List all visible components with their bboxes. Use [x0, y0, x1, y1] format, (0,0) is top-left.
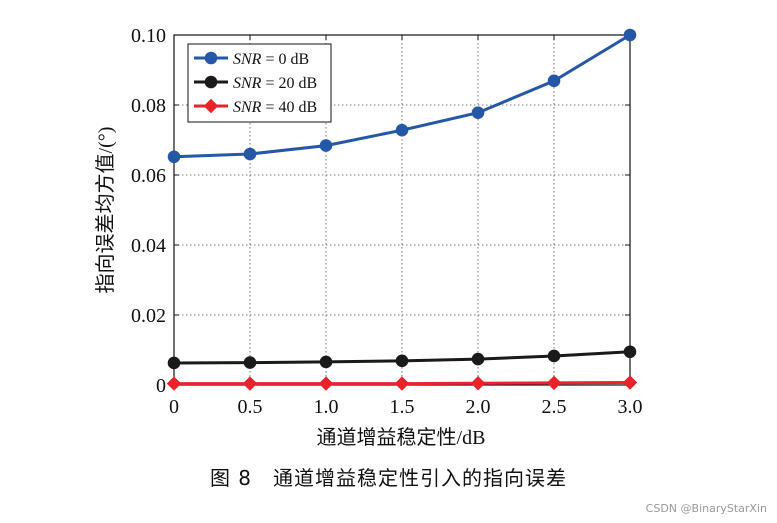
legend-label: SNR = 40 dB — [233, 99, 317, 116]
data-point — [242, 376, 258, 391]
y-tick-label: 0.08 — [131, 95, 166, 117]
data-point — [623, 345, 637, 359]
y-tick-label: 0 — [156, 375, 166, 397]
y-tick-label: 0.04 — [131, 235, 166, 257]
data-point — [395, 354, 409, 368]
y-tick-label: 0.10 — [131, 25, 166, 47]
data-point — [547, 74, 561, 88]
legend-marker — [204, 75, 218, 89]
legend-label-variable: SNR — [233, 75, 262, 92]
data-point — [167, 150, 181, 164]
series-2 — [166, 375, 638, 391]
legend-label: SNR = 20 dB — [233, 75, 317, 92]
x-tick-label: 1.5 — [390, 396, 415, 418]
x-tick-label: 1.0 — [314, 396, 339, 418]
data-point — [471, 106, 485, 119]
data-point — [623, 28, 637, 42]
legend-marker — [203, 98, 219, 114]
data-point — [319, 355, 333, 369]
legend-marker — [204, 51, 218, 65]
data-point — [622, 375, 638, 390]
legend-label-variable: SNR — [233, 51, 262, 68]
data-point — [546, 375, 562, 391]
axis-layer: 0 0.5 1.0 1.5 2.0 2.5 3.0 0 0.02 0.04 0.06 0.08 0.10 — [131, 25, 643, 418]
series-layer — [166, 28, 638, 391]
data-point — [547, 349, 561, 363]
x-tick-label: 2.0 — [466, 396, 491, 418]
data-point — [243, 356, 257, 369]
data-point — [394, 376, 410, 391]
x-tick-label: 3.0 — [618, 396, 643, 418]
figure-caption: 图 8 通道增益稳定性引入的指向误差 — [209, 466, 568, 490]
watermark: CSDN @BinaryStarXin — [645, 502, 767, 515]
data-point — [318, 376, 334, 391]
legend-label-variable: SNR — [233, 99, 262, 116]
x-tick-label: 0 — [169, 396, 179, 418]
legend-label: SNR = 0 dB — [233, 51, 309, 68]
legend-label-value: = 20 dB — [261, 75, 317, 92]
chart-svg: 0 0.5 1.0 1.5 2.0 2.5 3.0 0 0.02 0.04 0.06 0.08 0.10… — [94, 25, 643, 449]
y-tick-label: 0.06 — [131, 165, 166, 187]
data-point — [395, 123, 409, 137]
y-axis-label: 指向误差均方值/(°) — [94, 127, 117, 294]
data-point — [470, 376, 486, 391]
data-point — [471, 352, 485, 366]
x-axis-label: 通道增益稳定性/dB — [317, 426, 486, 449]
series-1 — [167, 345, 637, 370]
data-point — [166, 376, 182, 391]
legend-label-value: = 40 dB — [261, 99, 317, 116]
data-point — [167, 356, 181, 370]
x-tick-label: 2.5 — [542, 396, 567, 418]
data-point — [243, 147, 257, 161]
legend-label-value: = 0 dB — [261, 51, 309, 68]
data-point — [319, 139, 333, 152]
y-tick-label: 0.02 — [131, 305, 166, 327]
x-tick-label: 0.5 — [238, 396, 263, 418]
series-0 — [167, 28, 637, 164]
